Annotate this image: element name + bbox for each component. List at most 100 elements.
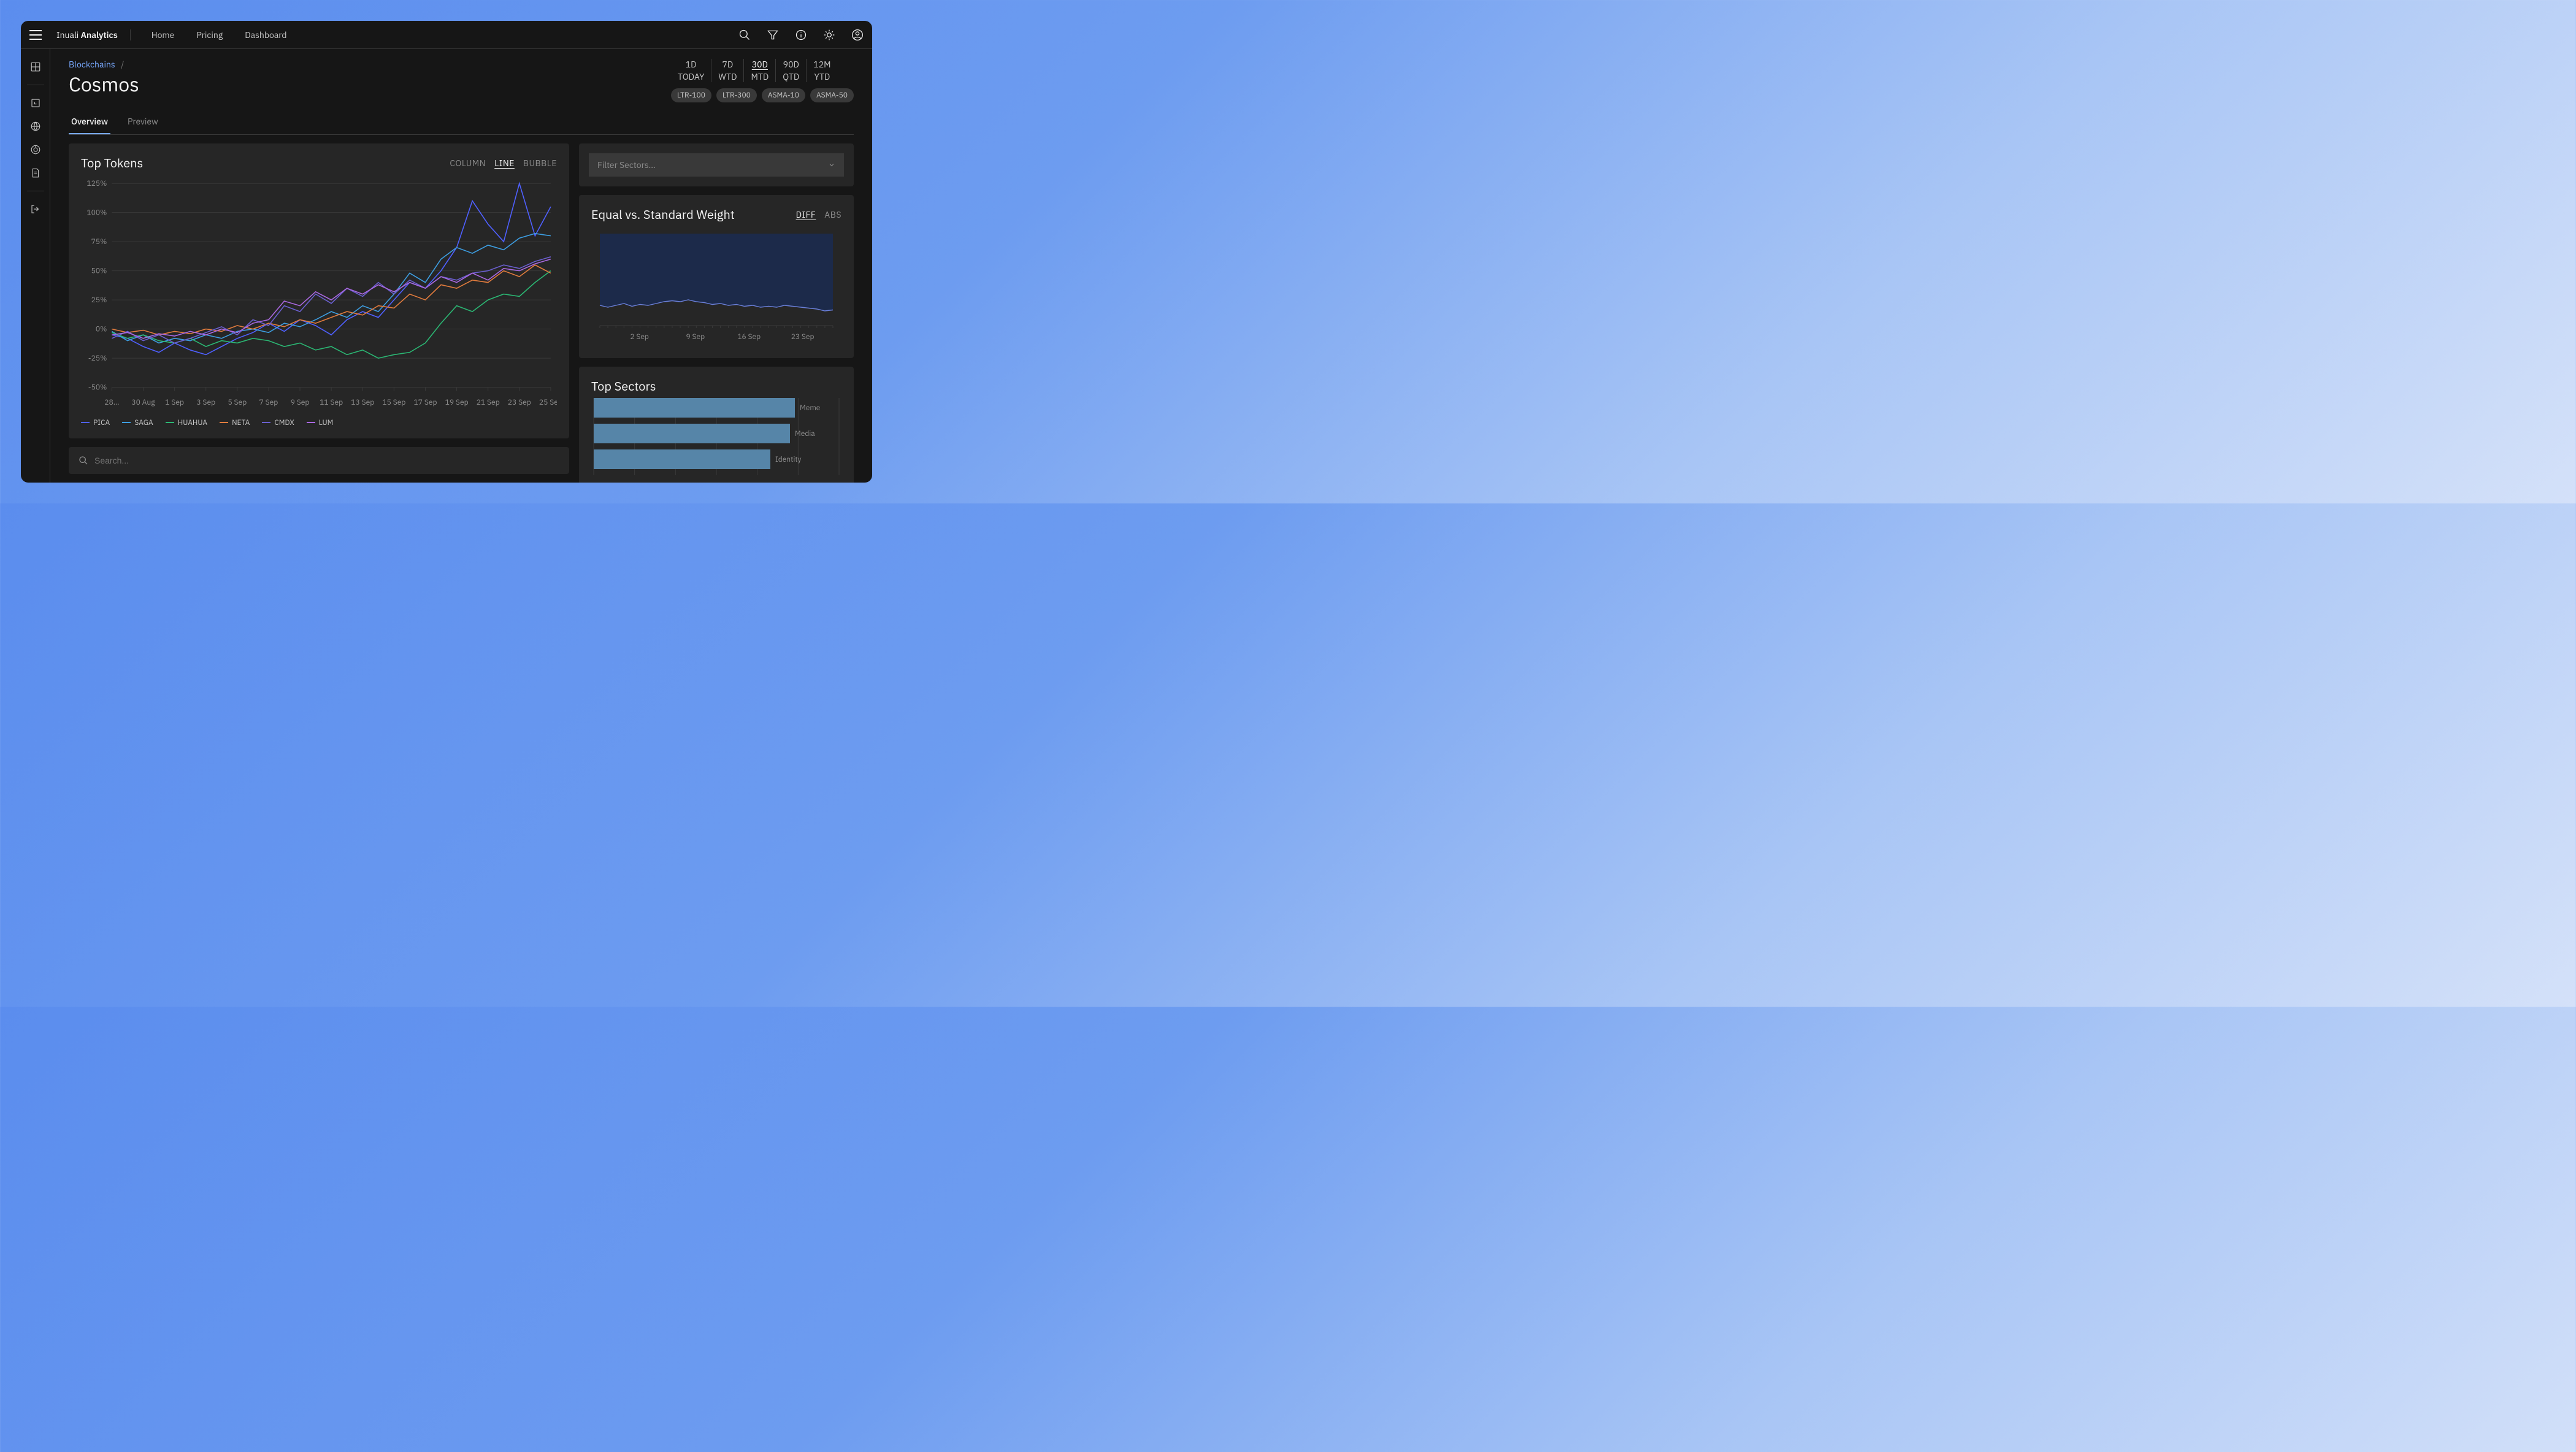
svg-text:50%: 50% <box>91 267 107 276</box>
chip-ltr-100[interactable]: LTR-100 <box>671 88 711 102</box>
svg-text:125%: 125% <box>86 179 107 188</box>
breadcrumb: Blockchains / <box>69 59 139 70</box>
breadcrumb-link[interactable]: Blockchains <box>69 59 115 70</box>
brand: Inuali Analytics <box>56 29 131 40</box>
legend-item-lum[interactable]: LUM <box>307 418 334 427</box>
globe-icon[interactable] <box>30 121 41 132</box>
legend-label: NETA <box>232 418 250 427</box>
theme-icon[interactable] <box>823 29 835 41</box>
tabs: Overview Preview <box>69 110 854 135</box>
brand-suffix: Analytics <box>81 29 118 40</box>
panel-title: Top Tokens <box>81 155 143 171</box>
svg-text:3 Sep: 3 Sep <box>196 398 215 407</box>
legend-item-huahua[interactable]: HUAHUA <box>166 418 207 427</box>
legend-swatch <box>81 422 90 423</box>
time-range-90d[interactable]: 90DQTD <box>776 59 807 82</box>
document-icon[interactable] <box>30 167 41 178</box>
chip-asma-10[interactable]: ASMA-10 <box>762 88 805 102</box>
legend-item-neta[interactable]: NETA <box>220 418 250 427</box>
time-range-7d[interactable]: 7DWTD <box>711 59 744 82</box>
content: Blockchains / Cosmos 1DTODAY7DWTD30DMTD9… <box>50 49 872 483</box>
brand-prefix: Inuali <box>56 29 79 40</box>
toggle-abs[interactable]: ABS <box>824 209 841 220</box>
time-bottom: YTD <box>814 71 830 82</box>
search-icon[interactable] <box>738 29 751 41</box>
chart-type-bubble[interactable]: BUBBLE <box>523 158 557 169</box>
target-icon[interactable] <box>30 144 41 155</box>
svg-text:25 Sep: 25 Sep <box>539 398 557 407</box>
time-range-12m[interactable]: 12MYTD <box>807 59 837 82</box>
legend-label: SAGA <box>134 418 153 427</box>
time-bottom: WTD <box>718 71 737 82</box>
main-area: Blockchains / Cosmos 1DTODAY7DWTD30DMTD9… <box>21 49 872 483</box>
chart-type-toggle: COLUMN LINE BUBBLE <box>450 158 557 169</box>
svg-text:30 Aug: 30 Aug <box>131 398 155 407</box>
time-top: 30D <box>752 59 768 70</box>
menu-icon[interactable] <box>29 30 42 40</box>
svg-text:Media: Media <box>795 429 815 438</box>
profile-icon[interactable] <box>851 29 864 41</box>
contract-icon[interactable] <box>30 97 41 109</box>
time-row: 1DTODAY7DWTD30DMTD90DQTD12MYTD <box>671 59 854 82</box>
filter-panel: Filter Sectors... <box>579 143 854 186</box>
filter-icon[interactable] <box>767 29 779 41</box>
legend-item-pica[interactable]: PICA <box>81 418 110 427</box>
left-column: Top Tokens COLUMNLINEBUBBLE 125%100%75%5… <box>69 143 569 483</box>
svg-text:25%: 25% <box>91 296 107 305</box>
top-icons <box>738 29 864 41</box>
tab-preview[interactable]: Preview <box>125 110 161 134</box>
svg-text:Identity: Identity <box>775 455 802 464</box>
logout-icon[interactable] <box>30 204 41 215</box>
weight-panel: Equal vs. Standard Weight DIFF ABS 2 Sep9… <box>579 195 854 358</box>
mini-chart: 2 Sep9 Sep16 Sep23 Sep <box>591 227 841 347</box>
info-icon[interactable] <box>795 29 807 41</box>
search-input[interactable] <box>94 456 559 465</box>
toggle-diff[interactable]: DIFF <box>796 209 816 220</box>
legend-label: HUAHUA <box>178 418 207 427</box>
legend-swatch <box>122 422 131 423</box>
legend-item-saga[interactable]: SAGA <box>122 418 153 427</box>
header-row: Blockchains / Cosmos 1DTODAY7DWTD30DMTD9… <box>69 59 854 102</box>
line-chart: 125%100%75%50%25%0%-25%-50%28…30 Aug1 Se… <box>81 177 557 412</box>
svg-text:23 Sep: 23 Sep <box>508 398 531 407</box>
chart-type-line[interactable]: LINE <box>494 158 515 169</box>
time-top: 7D <box>723 59 734 70</box>
left-rail <box>21 49 50 483</box>
time-bottom: QTD <box>783 71 799 82</box>
time-bottom: TODAY <box>678 71 704 82</box>
svg-text:7 Sep: 7 Sep <box>259 398 278 407</box>
filter-sectors-select[interactable]: Filter Sectors... <box>589 153 844 177</box>
legend: PICA SAGA HUAHUA NETA CMDX LUM <box>81 418 557 427</box>
chevron-down-icon <box>828 161 835 169</box>
legend-swatch <box>166 422 174 423</box>
legend-item-cmdx[interactable]: CMDX <box>262 418 294 427</box>
chart-type-column[interactable]: COLUMN <box>450 158 486 169</box>
nav-link-pricing[interactable]: Pricing <box>188 26 231 44</box>
nav-link-dashboard[interactable]: Dashboard <box>236 26 295 44</box>
svg-text:100%: 100% <box>86 208 107 218</box>
panel-title: Top Sectors <box>591 378 841 394</box>
search-icon <box>79 456 88 465</box>
chip-asma-50[interactable]: ASMA-50 <box>810 88 854 102</box>
svg-text:-50%: -50% <box>88 383 107 392</box>
title-block: Blockchains / Cosmos <box>69 59 139 97</box>
nav-links: Home Pricing Dashboard <box>143 26 296 44</box>
tab-overview[interactable]: Overview <box>69 110 110 134</box>
chip-ltr-300[interactable]: LTR-300 <box>716 88 757 102</box>
svg-text:17 Sep: 17 Sep <box>413 398 437 407</box>
svg-text:-25%: -25% <box>88 354 107 363</box>
filter-placeholder: Filter Sectors... <box>597 159 656 170</box>
time-range-1d[interactable]: 1DTODAY <box>671 59 711 82</box>
time-top: 12M <box>813 59 830 70</box>
nav-link-home[interactable]: Home <box>143 26 183 44</box>
svg-text:16 Sep: 16 Sep <box>737 332 761 342</box>
panel-header: Equal vs. Standard Weight DIFF ABS <box>591 206 841 223</box>
grid-icon[interactable] <box>30 61 41 72</box>
chips: LTR-100 LTR-300 ASMA-10 ASMA-50 <box>671 88 854 102</box>
svg-text:9 Sep: 9 Sep <box>291 398 310 407</box>
time-range-30d[interactable]: 30DMTD <box>744 59 776 82</box>
svg-text:15 Sep: 15 Sep <box>382 398 405 407</box>
svg-text:2 Sep: 2 Sep <box>630 332 649 342</box>
panel-title: Equal vs. Standard Weight <box>591 206 735 223</box>
legend-swatch <box>307 422 315 423</box>
